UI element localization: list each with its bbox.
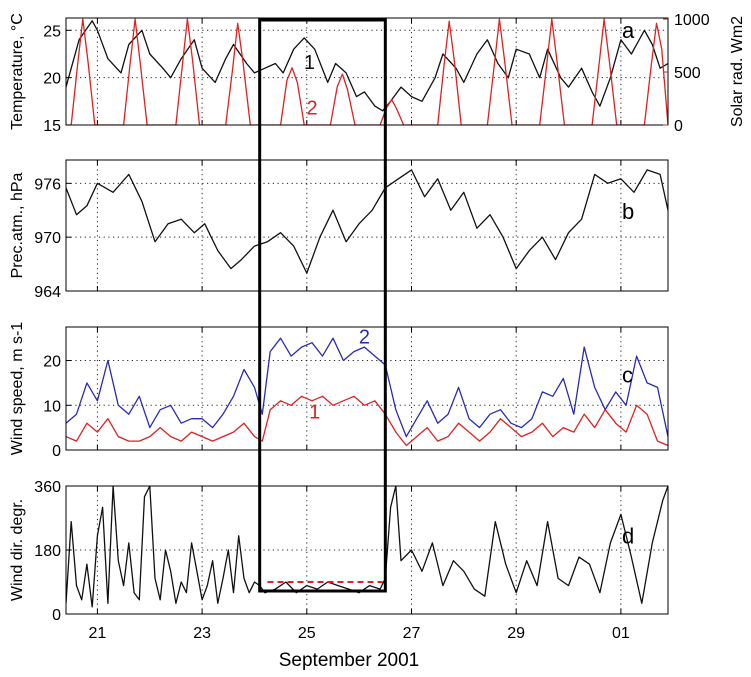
panel-b-ytick-label-0: 964 — [34, 284, 61, 301]
panel-c-series-1 — [66, 395, 668, 447]
x-axis-title: September 2001 — [279, 650, 420, 671]
panel-a-ytick-right-label-1: 500 — [674, 65, 701, 82]
panel-d-ytick-label-0: 0 — [52, 607, 61, 624]
panel-b-series — [66, 169, 668, 274]
x-tick-label-1: 23 — [193, 625, 211, 642]
panel-a-series-1 — [66, 20, 668, 112]
panel-b-series-1 — [66, 169, 668, 274]
panel-a-ytick-right-label-0: 0 — [674, 118, 683, 135]
x-tick-label-4: 29 — [507, 625, 525, 642]
panel-d-series-1 — [66, 486, 668, 608]
panel-a-frame — [65, 17, 669, 126]
panel-d-series — [66, 486, 668, 608]
panel-a-ytick-right-label-2: 1000 — [674, 12, 710, 29]
panel-c-series — [66, 337, 668, 447]
panel-c-ytick-label-2: 20 — [43, 354, 61, 371]
highlight-box — [258, 18, 387, 593]
panel-a-ytick-label-0: 15 — [43, 118, 61, 135]
panel-d-ytick-label-1: 180 — [34, 543, 61, 560]
panel-b-ytick-label-2: 976 — [34, 176, 61, 193]
panel-b-ylabel: Prec.atm., hPa — [9, 172, 26, 278]
panel-c-ytick-label-1: 10 — [43, 398, 61, 415]
panel-c-series-2 — [66, 337, 668, 438]
panel-a-series — [66, 18, 668, 125]
panel-d-letter: d — [622, 524, 634, 549]
panel-c-frame — [65, 326, 669, 451]
panel-c-ylabel: Wind speed, m s-1 — [9, 322, 26, 455]
panel-a-ylabel-right: Solar rad. Wm2 — [729, 16, 746, 127]
panel-a-series-2 — [66, 18, 668, 125]
x-tick-label-3: 27 — [403, 625, 421, 642]
panel-b-frame — [65, 159, 669, 292]
panel-c-annotation-1: 2 — [359, 327, 370, 349]
panel-b: 964 970 976 Prec.atm., hPa b — [9, 159, 669, 301]
panel-a: 15 20 25 0 500 1000 Temperature, °C Solar rad. … — [9, 12, 746, 135]
panel-c-ytick-label-0: 0 — [52, 443, 61, 460]
panel-c-letter: c — [622, 362, 633, 387]
panel-d: 0 180 360 Wind dir. degr. d — [9, 479, 669, 624]
panel-c: 0 10 20 Wind speed, m s-1 c 2 1 — [9, 322, 669, 460]
panel-a-ytick-label-1: 20 — [43, 71, 61, 88]
panel-b-ytick-label-1: 970 — [34, 230, 61, 247]
panel-d-ytick-label-2: 360 — [34, 479, 61, 496]
panel-a-ytick-label-2: 25 — [43, 23, 61, 40]
x-tick-label-5: 01 — [612, 625, 630, 642]
x-tick-label-0: 21 — [89, 625, 107, 642]
panel-a-ylabel: Temperature, °C — [9, 13, 26, 130]
panel-d-ylabel: Wind dir. degr. — [9, 499, 26, 601]
x-tick-label-2: 25 — [298, 625, 316, 642]
panel-a-annotation-2: 2 — [306, 98, 317, 120]
panel-a-letter: a — [622, 18, 635, 43]
panel-b-letter: b — [622, 199, 634, 224]
panel-c-annotation-2: 1 — [309, 402, 320, 424]
panel-a-annotation-1: 1 — [304, 52, 315, 74]
